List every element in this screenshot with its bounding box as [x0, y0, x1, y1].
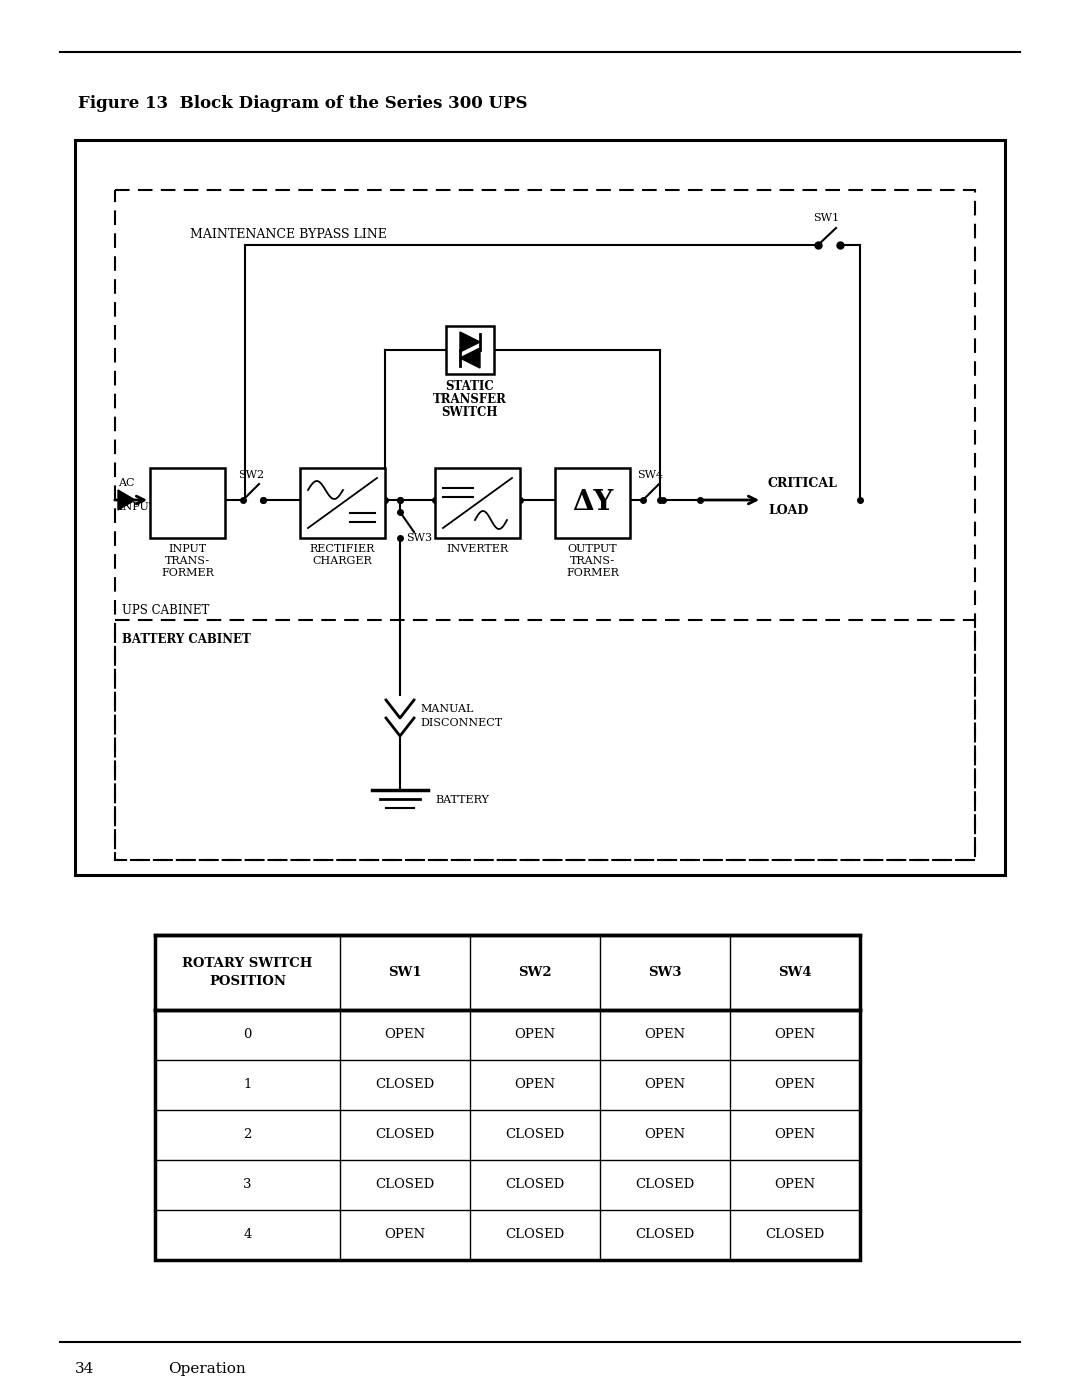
- Text: OPEN: OPEN: [774, 1028, 815, 1042]
- Bar: [75, 140, 1005, 875]
- Text: INPUT: INPUT: [118, 502, 157, 511]
- Text: SWITCH: SWITCH: [442, 407, 498, 419]
- Text: ΔY: ΔY: [572, 489, 613, 517]
- Text: OPEN: OPEN: [514, 1028, 555, 1042]
- Text: Figure 13  Block Diagram of the Series 300 UPS: Figure 13 Block Diagram of the Series 30…: [78, 95, 527, 112]
- Text: RECTIFIER: RECTIFIER: [310, 543, 375, 555]
- Text: SW4: SW4: [779, 965, 812, 979]
- Text: CLOSED: CLOSED: [376, 1179, 434, 1192]
- Polygon shape: [118, 490, 135, 510]
- Text: SW1: SW1: [813, 212, 839, 224]
- Text: CLOSED: CLOSED: [505, 1228, 565, 1242]
- Text: OPEN: OPEN: [645, 1129, 686, 1141]
- Bar: [555, 468, 630, 538]
- Text: OUTPUT: OUTPUT: [568, 543, 618, 555]
- Text: MANUAL: MANUAL: [420, 704, 473, 714]
- Text: CLOSED: CLOSED: [635, 1179, 694, 1192]
- Text: 2: 2: [243, 1129, 252, 1141]
- Text: TRANS-: TRANS-: [165, 556, 211, 566]
- Text: OPEN: OPEN: [645, 1028, 686, 1042]
- Bar: [114, 620, 975, 861]
- Text: 1: 1: [243, 1078, 252, 1091]
- Text: OPEN: OPEN: [384, 1228, 426, 1242]
- Text: CHARGER: CHARGER: [312, 556, 373, 566]
- Text: MAINTENANCE BYPASS LINE: MAINTENANCE BYPASS LINE: [190, 228, 387, 242]
- Bar: [300, 468, 384, 538]
- Text: LOAD: LOAD: [768, 504, 808, 517]
- Text: OPEN: OPEN: [774, 1179, 815, 1192]
- Bar: [150, 468, 225, 538]
- Text: OPEN: OPEN: [514, 1078, 555, 1091]
- Text: CLOSED: CLOSED: [376, 1129, 434, 1141]
- Text: STATIC: STATIC: [446, 380, 495, 393]
- Text: BATTERY CABINET: BATTERY CABINET: [122, 633, 251, 645]
- Text: FORMER: FORMER: [566, 569, 619, 578]
- Text: ROTARY SWITCH
POSITION: ROTARY SWITCH POSITION: [183, 957, 313, 988]
- Bar: [156, 935, 860, 1260]
- Text: INPUT: INPUT: [168, 543, 206, 555]
- Text: SW2: SW2: [518, 965, 552, 979]
- Text: SW3: SW3: [648, 965, 681, 979]
- Text: CLOSED: CLOSED: [376, 1078, 434, 1091]
- Text: CRITICAL: CRITICAL: [768, 476, 838, 490]
- Text: BATTERY: BATTERY: [435, 795, 489, 805]
- Text: TRANSFER: TRANSFER: [433, 393, 507, 407]
- Text: CLOSED: CLOSED: [766, 1228, 825, 1242]
- Text: 4: 4: [243, 1228, 252, 1242]
- Text: 0: 0: [243, 1028, 252, 1042]
- Bar: [446, 326, 494, 374]
- Text: INVERTER: INVERTER: [446, 543, 509, 555]
- Text: AC: AC: [118, 478, 135, 488]
- Text: CLOSED: CLOSED: [505, 1179, 565, 1192]
- Text: OPEN: OPEN: [384, 1028, 426, 1042]
- Text: OPEN: OPEN: [774, 1129, 815, 1141]
- Text: FORMER: FORMER: [161, 569, 214, 578]
- Text: UPS CABINET: UPS CABINET: [122, 604, 210, 617]
- Bar: [435, 468, 519, 538]
- Text: SW4: SW4: [637, 469, 663, 481]
- Text: OPEN: OPEN: [774, 1078, 815, 1091]
- Text: SW3: SW3: [406, 534, 432, 543]
- Text: CLOSED: CLOSED: [635, 1228, 694, 1242]
- Polygon shape: [460, 348, 480, 367]
- Text: SW1: SW1: [388, 965, 422, 979]
- Text: 3: 3: [243, 1179, 252, 1192]
- Text: TRANS-: TRANS-: [570, 556, 616, 566]
- Polygon shape: [460, 332, 480, 352]
- Text: CLOSED: CLOSED: [505, 1129, 565, 1141]
- Text: DISCONNECT: DISCONNECT: [420, 718, 502, 728]
- Bar: [114, 190, 975, 861]
- Text: 34: 34: [75, 1362, 94, 1376]
- Text: OPEN: OPEN: [645, 1078, 686, 1091]
- Text: SW2: SW2: [238, 469, 265, 481]
- Text: Operation: Operation: [168, 1362, 246, 1376]
